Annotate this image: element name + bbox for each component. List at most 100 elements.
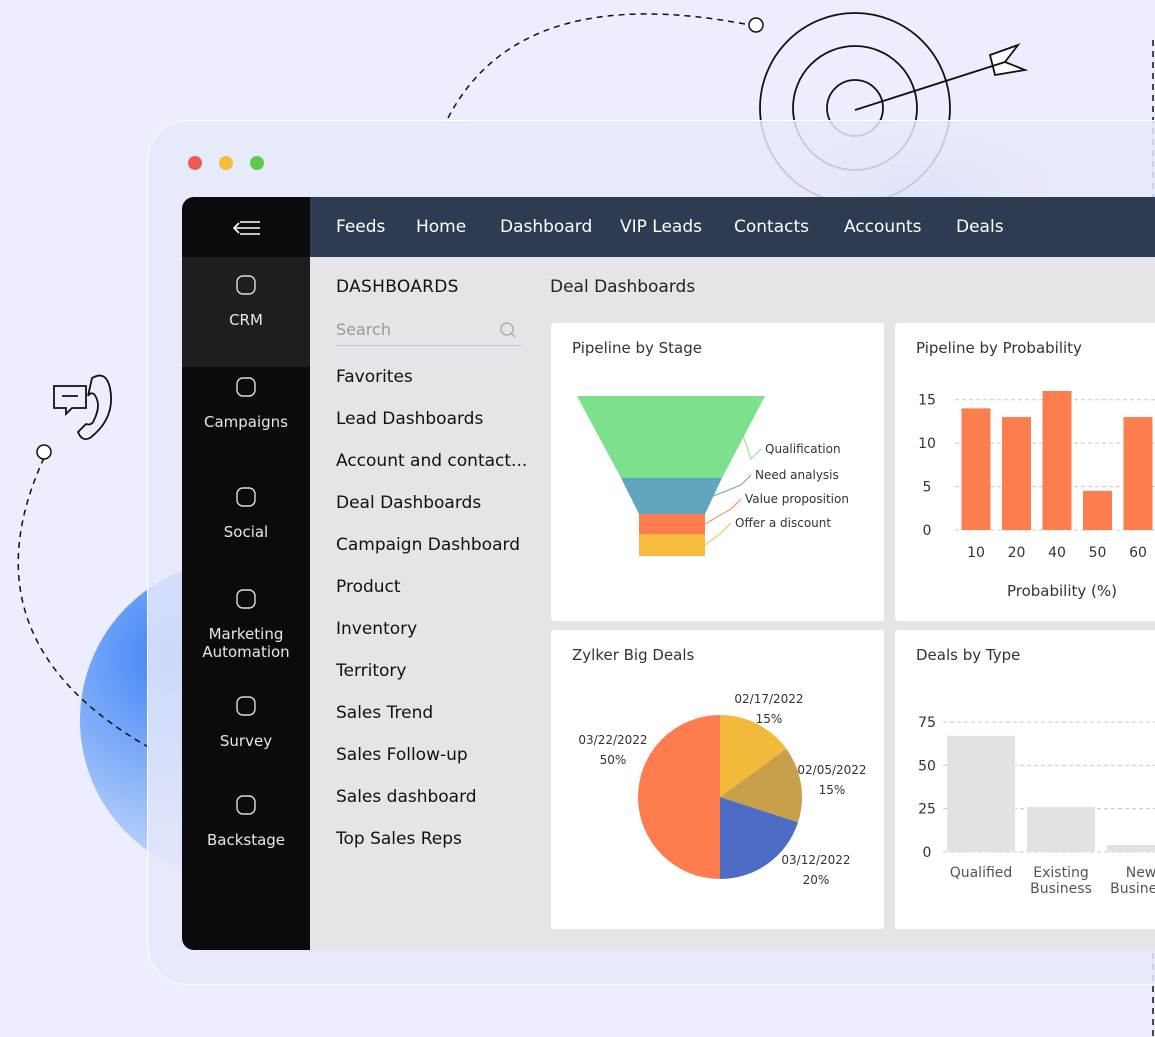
bar bbox=[1042, 391, 1072, 530]
icon-shape bbox=[236, 487, 256, 507]
y-tick-label: 15 bbox=[918, 393, 936, 409]
slice-category: 02/17/2022 bbox=[734, 692, 803, 706]
nav-item[interactable]: Contacts bbox=[734, 217, 809, 237]
chart: Pipeline by Stage Qualification Need analy… bbox=[572, 339, 849, 556]
app: CRM Campaigns Social Marketing Automation Su… bbox=[182, 197, 1155, 950]
slice-category: 03/12/2022 bbox=[781, 853, 850, 867]
y-tick-label: 5 bbox=[923, 480, 932, 496]
dashboard-item[interactable]: Sales Trend bbox=[336, 703, 434, 723]
dashboard-item[interactable]: Deal Dashboards bbox=[336, 493, 482, 513]
dashboard-item[interactable]: Campaign Dashboard bbox=[336, 535, 520, 555]
icon-shape bbox=[236, 696, 256, 716]
funnel-label: Qualification bbox=[765, 442, 841, 456]
search-placeholder: Search bbox=[336, 320, 391, 339]
pie-slice bbox=[720, 748, 802, 823]
dashboard-item[interactable]: Sales Follow-up bbox=[336, 745, 468, 765]
funnel-segment bbox=[639, 514, 705, 534]
slice-label: 50% bbox=[600, 753, 627, 767]
nav-item[interactable]: Dashboard bbox=[500, 217, 593, 237]
dashboard-item[interactable]: Territory bbox=[336, 661, 407, 681]
dashboard-item[interactable]: Favorites bbox=[336, 367, 413, 387]
bar bbox=[1123, 417, 1153, 530]
nav-item[interactable]: Deals bbox=[956, 217, 1004, 237]
sidebar-item[interactable]: Campaigns bbox=[203, 413, 288, 431]
x-tick-label: 60 bbox=[1129, 545, 1147, 561]
y-tick-label: 75 bbox=[918, 715, 936, 731]
x-tick-label: New Business bbox=[1110, 865, 1155, 897]
panel-title: DASHBOARDS bbox=[336, 277, 459, 297]
funnel-segment bbox=[577, 396, 765, 478]
back-icon[interactable] bbox=[232, 219, 262, 237]
icon-shape bbox=[236, 275, 256, 295]
nav-item[interactable]: Accounts bbox=[844, 217, 922, 237]
sidebar-icon bbox=[236, 275, 256, 295]
x-tick-label-box: Qualified bbox=[949, 865, 1013, 881]
sidebar-item[interactable]: Survey bbox=[219, 732, 273, 750]
icon-shape bbox=[236, 795, 256, 815]
dashboard-item[interactable]: Product bbox=[336, 577, 401, 597]
sidebar-item[interactable]: Marketing Automation bbox=[202, 625, 290, 661]
x-tick-label: 50 bbox=[1089, 545, 1107, 561]
chart-card: Pipeline by Probability 0 5 10 15 10 20 40 50 60 P… bbox=[895, 323, 1155, 621]
dashboard-item[interactable]: Top Sales Reps bbox=[336, 829, 462, 849]
funnel-label: Value proposition bbox=[745, 492, 849, 506]
bar bbox=[1027, 806, 1095, 852]
dashboard-item[interactable]: Sales dashboard bbox=[336, 787, 477, 807]
sidebar-item[interactable]: CRM bbox=[229, 311, 263, 329]
sidebar-icon bbox=[236, 589, 256, 609]
chart-title: Pipeline by Probability bbox=[916, 339, 1082, 357]
pie-slice bbox=[720, 797, 798, 879]
leader-line bbox=[704, 522, 732, 546]
nav-item[interactable]: Home bbox=[416, 217, 467, 237]
pie-slice bbox=[720, 715, 787, 797]
x-tick-label-box: New Business bbox=[1110, 865, 1155, 897]
chart-title: Deals by Type bbox=[916, 646, 1020, 664]
chart-title: Zylker Big Deals bbox=[572, 646, 695, 664]
y-tick-label: 0 bbox=[923, 523, 932, 539]
dashboard-item[interactable]: Lead Dashboards bbox=[336, 409, 484, 429]
x-tick-label: Existing Business bbox=[1030, 865, 1092, 897]
dashboard-item[interactable]: Inventory bbox=[336, 619, 418, 639]
leader-line bbox=[743, 436, 762, 460]
funnel-segment bbox=[621, 478, 722, 514]
nav-item[interactable]: VIP Leads bbox=[620, 217, 702, 237]
chart-card: Deals by Type 0 25 50 75 Qualified Existing Bu… bbox=[895, 630, 1155, 929]
x-tick-label: Qualified bbox=[949, 865, 1013, 881]
funnel-label: Offer a discount bbox=[735, 516, 831, 530]
icon-shape bbox=[236, 377, 256, 397]
sidebar-icon bbox=[236, 377, 256, 397]
page-title: Deal Dashboards bbox=[550, 277, 696, 297]
chart: Pipeline by Probability 0 5 10 15 10 20 40 50 60 P… bbox=[916, 339, 1155, 600]
bar bbox=[1107, 845, 1155, 852]
window-controls bbox=[188, 156, 264, 170]
x-tick-label: 40 bbox=[1048, 545, 1066, 561]
dashboard-item[interactable]: Account and contact... bbox=[336, 451, 528, 471]
sidebar-item[interactable]: Social bbox=[223, 523, 269, 541]
sidebar-item[interactable]: Backstage bbox=[206, 831, 286, 849]
chart: Zylker Big Deals 02/17/2022 15% 02/05/2022 1… bbox=[572, 646, 867, 887]
sidebar-icon bbox=[236, 696, 256, 716]
pie-slice bbox=[638, 715, 720, 879]
nav-bar: Feeds Home Dashboard VIP Leads Contacts Accou… bbox=[310, 197, 1155, 257]
leader-line bbox=[704, 498, 742, 525]
x-tick-label: 20 bbox=[1008, 545, 1026, 561]
slice-label: 15% bbox=[756, 712, 783, 726]
sidebar: CRM Campaigns Social Marketing Automation Su… bbox=[182, 197, 310, 950]
icon-shape bbox=[236, 589, 256, 609]
chart-card: Zylker Big Deals 02/17/2022 15% 02/05/2022 1… bbox=[551, 630, 884, 929]
y-tick-label: 10 bbox=[918, 436, 936, 452]
search-box[interactable]: Search bbox=[336, 320, 522, 346]
y-tick-label: 0 bbox=[923, 845, 932, 861]
slice-category: 03/22/2022 bbox=[578, 733, 647, 747]
bar bbox=[947, 735, 1015, 852]
bar bbox=[1002, 417, 1031, 530]
sidebar-icon bbox=[236, 487, 256, 507]
funnel-segment bbox=[639, 534, 705, 556]
y-tick-label: 50 bbox=[918, 758, 936, 774]
bar bbox=[961, 408, 991, 530]
slice-label: 20% bbox=[803, 873, 830, 887]
nav-item[interactable]: Feeds bbox=[336, 217, 386, 237]
chart: Deals by Type 0 25 50 75 Qualified Existing Bu… bbox=[916, 646, 1155, 897]
leader-line bbox=[713, 474, 752, 497]
bar bbox=[1083, 490, 1112, 530]
